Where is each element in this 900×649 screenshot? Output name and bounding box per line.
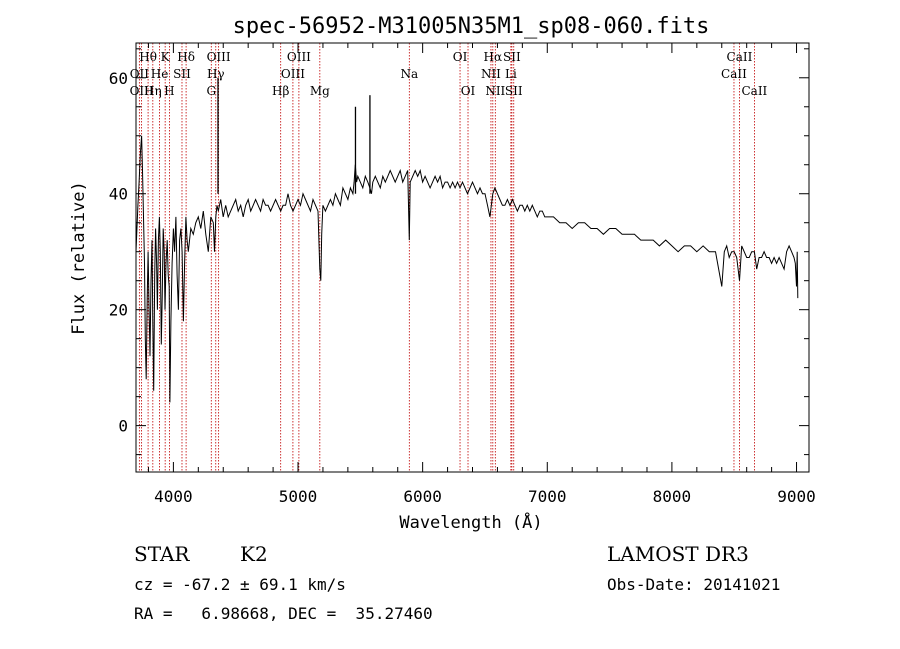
line-label-25: CaII — [727, 50, 753, 64]
line-label-21: NII — [485, 84, 505, 98]
spectrum-data — [135, 77, 799, 403]
line-label-13: OIII — [287, 50, 311, 64]
line-label-1: OII — [130, 67, 150, 81]
observation-date: Obs-Date: 20141021 — [607, 575, 781, 594]
x-tick-label: 8000 — [653, 487, 692, 506]
x-tick-label: 4000 — [154, 487, 193, 506]
y-axis-label: Flux (relative) — [69, 181, 89, 335]
spectral-line-markers — [138, 43, 755, 472]
line-label-24: SII — [505, 84, 523, 98]
object-class: STAR — [134, 542, 190, 566]
line-label-16: Na — [400, 67, 418, 81]
line-label-4: He — [151, 67, 169, 81]
line-label-14: OIII — [281, 67, 305, 81]
plot-frame — [135, 42, 810, 473]
line-label-11: G — [206, 84, 216, 98]
line-label-12: Hβ — [272, 84, 289, 98]
line-label-6: SII — [173, 67, 191, 81]
y-tick-label: 0 — [118, 417, 128, 436]
line-label-3: K — [161, 50, 171, 64]
y-tick-label: 60 — [109, 69, 128, 88]
y-tick-label: 20 — [109, 301, 128, 320]
coordinates: RA = 6.98668, DEC = 35.27460 — [134, 604, 433, 623]
line-label-0: Hθ — [139, 50, 157, 64]
x-axis-label: Wavelength (Å) — [399, 511, 542, 533]
line-label-23: Li — [505, 67, 517, 81]
line-label-9: OIII — [207, 50, 231, 64]
line-label-22: SII — [503, 50, 521, 64]
axes: 4000 5000 6000 7000 8000 9000 0 20 40 60 — [109, 43, 816, 506]
line-label-18: OI — [461, 84, 476, 98]
x-tick-label: 5000 — [279, 487, 318, 506]
chart-title: spec-56952-M31005N35M1_sp08-060.fits — [233, 14, 710, 39]
y-tick-label: 40 — [109, 185, 128, 204]
line-label-26: CaII — [721, 67, 747, 81]
line-label-15: Mg — [310, 84, 330, 98]
redshift-cz: cz = -67.2 ± 69.1 km/s — [134, 575, 346, 594]
line-label-7: H — [164, 84, 174, 98]
line-label-20: NII — [481, 67, 501, 81]
line-label-17: OI — [453, 50, 468, 64]
line-label-27: CaII — [741, 84, 767, 98]
x-tick-label: 7000 — [528, 487, 567, 506]
line-label-8: Hδ — [177, 50, 195, 64]
spectrum-line — [135, 135, 799, 403]
line-label-19: Hα — [484, 50, 503, 64]
x-tick-label: 6000 — [403, 487, 442, 506]
line-label-5: Hη — [144, 84, 162, 98]
object-subclass: K2 — [240, 542, 268, 566]
line-label-10: Hγ — [207, 67, 225, 81]
survey-name: LAMOST DR3 — [607, 542, 749, 566]
x-tick-label: 9000 — [777, 487, 816, 506]
